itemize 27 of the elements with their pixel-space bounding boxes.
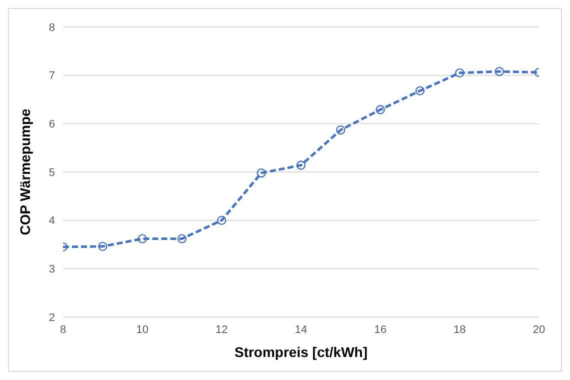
point — [376, 105, 385, 114]
point — [177, 234, 187, 244]
y-axis-title: COP Wärmepumpe — [16, 108, 33, 236]
point — [415, 86, 425, 96]
x-axis-title: Strompreis [ct/kWh] — [234, 344, 368, 360]
x-tick-label: 18 — [454, 324, 466, 336]
x-tick-label: 20 — [532, 324, 546, 336]
x-tick-label: 8 — [60, 324, 66, 336]
point — [256, 168, 266, 178]
y-tick-label: 7 — [48, 70, 55, 82]
y-tick-label: 5 — [48, 166, 55, 179]
x-tick-label: 16 — [374, 324, 386, 336]
y-tick-label: 6 — [48, 118, 55, 131]
point — [455, 68, 464, 78]
point — [217, 216, 226, 225]
point — [138, 234, 147, 244]
x-tick-label: 14 — [294, 324, 308, 336]
y-tick-label: 4 — [48, 215, 55, 228]
y-tick-label: 2 — [48, 312, 55, 324]
point — [494, 66, 504, 76]
point — [336, 125, 346, 135]
point — [296, 160, 306, 170]
x-tick-label: 10 — [136, 324, 148, 336]
y-tick-label: 8 — [48, 22, 55, 34]
y-tick-label: 3 — [48, 264, 55, 276]
point — [98, 242, 108, 252]
x-tick-label: 12 — [216, 324, 228, 336]
